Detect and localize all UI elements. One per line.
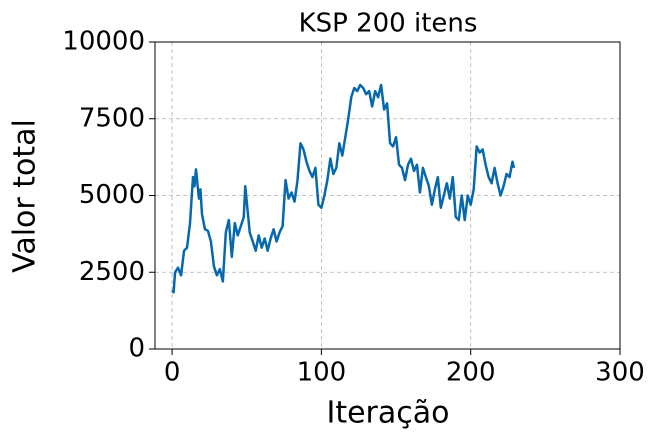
x-tick-label: 200: [446, 358, 496, 388]
y-tick-label: 7500: [79, 103, 145, 133]
x-axis-label: Iteração: [326, 396, 449, 431]
y-tick-label: 2500: [79, 257, 145, 287]
y-tick-label: 5000: [79, 180, 145, 210]
y-tick-label: 0: [128, 334, 145, 364]
data-line: [171, 83, 516, 294]
y-axis-label: Valor total: [8, 119, 43, 273]
y-tick-label: 10000: [62, 27, 145, 57]
chart-title: KSP 200 itens: [299, 9, 478, 39]
x-tick-label: 0: [164, 358, 181, 388]
x-tick-label: 100: [297, 358, 347, 388]
x-tick-label: 300: [595, 358, 645, 388]
plot-frame: [154, 41, 621, 350]
